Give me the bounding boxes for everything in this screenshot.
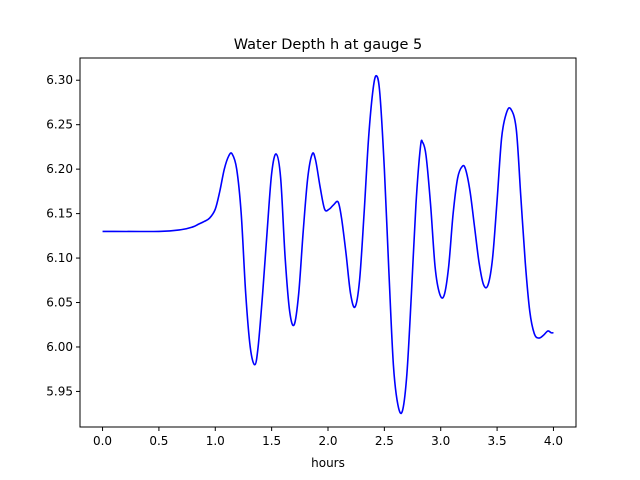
y-tick-label: 6.10	[46, 251, 73, 265]
y-tick-label: 6.25	[46, 118, 73, 132]
y-tick-label: 6.00	[46, 340, 73, 354]
x-tick-label: 3.0	[431, 434, 450, 448]
y-tick-label: 5.95	[46, 384, 73, 398]
x-axis-label: hours	[311, 456, 345, 470]
x-tick-label: 2.5	[375, 434, 394, 448]
y-tick-label: 6.30	[46, 73, 73, 87]
y-tick-label: 6.20	[46, 162, 73, 176]
x-tick-label: 0.5	[149, 434, 168, 448]
series-line-0	[102, 74, 554, 415]
y-tick-label: 6.15	[46, 207, 73, 221]
x-tick-label: 0.0	[93, 434, 112, 448]
y-axis: 5.95 6.00 6.05 6.10 6.15 6.20 6.25 6.30	[46, 73, 80, 398]
series-layer	[102, 74, 554, 415]
x-tick-label: 2.0	[318, 434, 337, 448]
x-tick-label: 1.5	[262, 434, 281, 448]
x-axis: 0.0 0.5 1.0 1.5 2.0 2.5 3.0 3.5 4.0	[93, 427, 563, 448]
chart-title: Water Depth h at gauge 5	[234, 37, 422, 53]
x-tick-label: 4.0	[544, 434, 563, 448]
x-tick-label: 1.0	[206, 434, 225, 448]
y-tick-label: 6.05	[46, 296, 73, 310]
x-tick-label: 3.5	[488, 434, 507, 448]
